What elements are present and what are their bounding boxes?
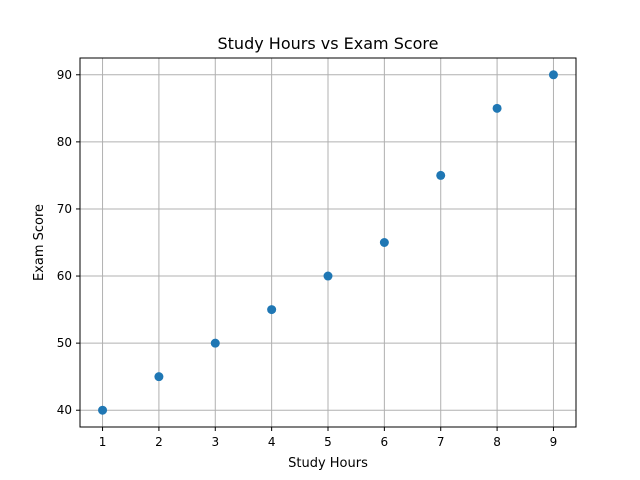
x-tick-label: 8 [493, 435, 501, 449]
data-point [548, 70, 558, 80]
data-point [379, 238, 389, 247]
x-tick-label: 1 [99, 435, 107, 449]
data-point [98, 405, 108, 415]
chart-title: Study Hours vs Exam Score [218, 34, 439, 53]
x-tick-label: 5 [324, 435, 332, 449]
y-tick-label: 80 [57, 135, 72, 149]
data-point [210, 338, 220, 348]
x-tick-label: 4 [268, 435, 276, 449]
y-tick-label: 90 [57, 68, 72, 82]
y-tick-label: 70 [57, 202, 72, 216]
y-tick-label: 40 [57, 403, 72, 417]
data-point [154, 372, 164, 382]
y-axis-label: Exam Score [32, 204, 47, 281]
data-point [267, 305, 277, 315]
y-tick-label: 50 [57, 336, 72, 350]
x-tick-label: 6 [381, 435, 389, 449]
data-points [98, 70, 558, 415]
x-axis-label: Study Hours [288, 456, 368, 471]
x-tick-label: 9 [550, 435, 558, 449]
y-axis-ticks: 40 50 60 70 80 90 [57, 68, 80, 417]
x-tick-label: 3 [211, 435, 219, 449]
x-axis-ticks: 1 2 3 4 5 6 7 8 9 [99, 427, 558, 449]
y-tick-label: 60 [57, 269, 72, 283]
data-point [323, 271, 333, 281]
data-point [492, 103, 502, 113]
x-tick-label: 2 [155, 435, 163, 449]
x-tick-label: 7 [437, 435, 445, 449]
data-point [436, 170, 446, 180]
